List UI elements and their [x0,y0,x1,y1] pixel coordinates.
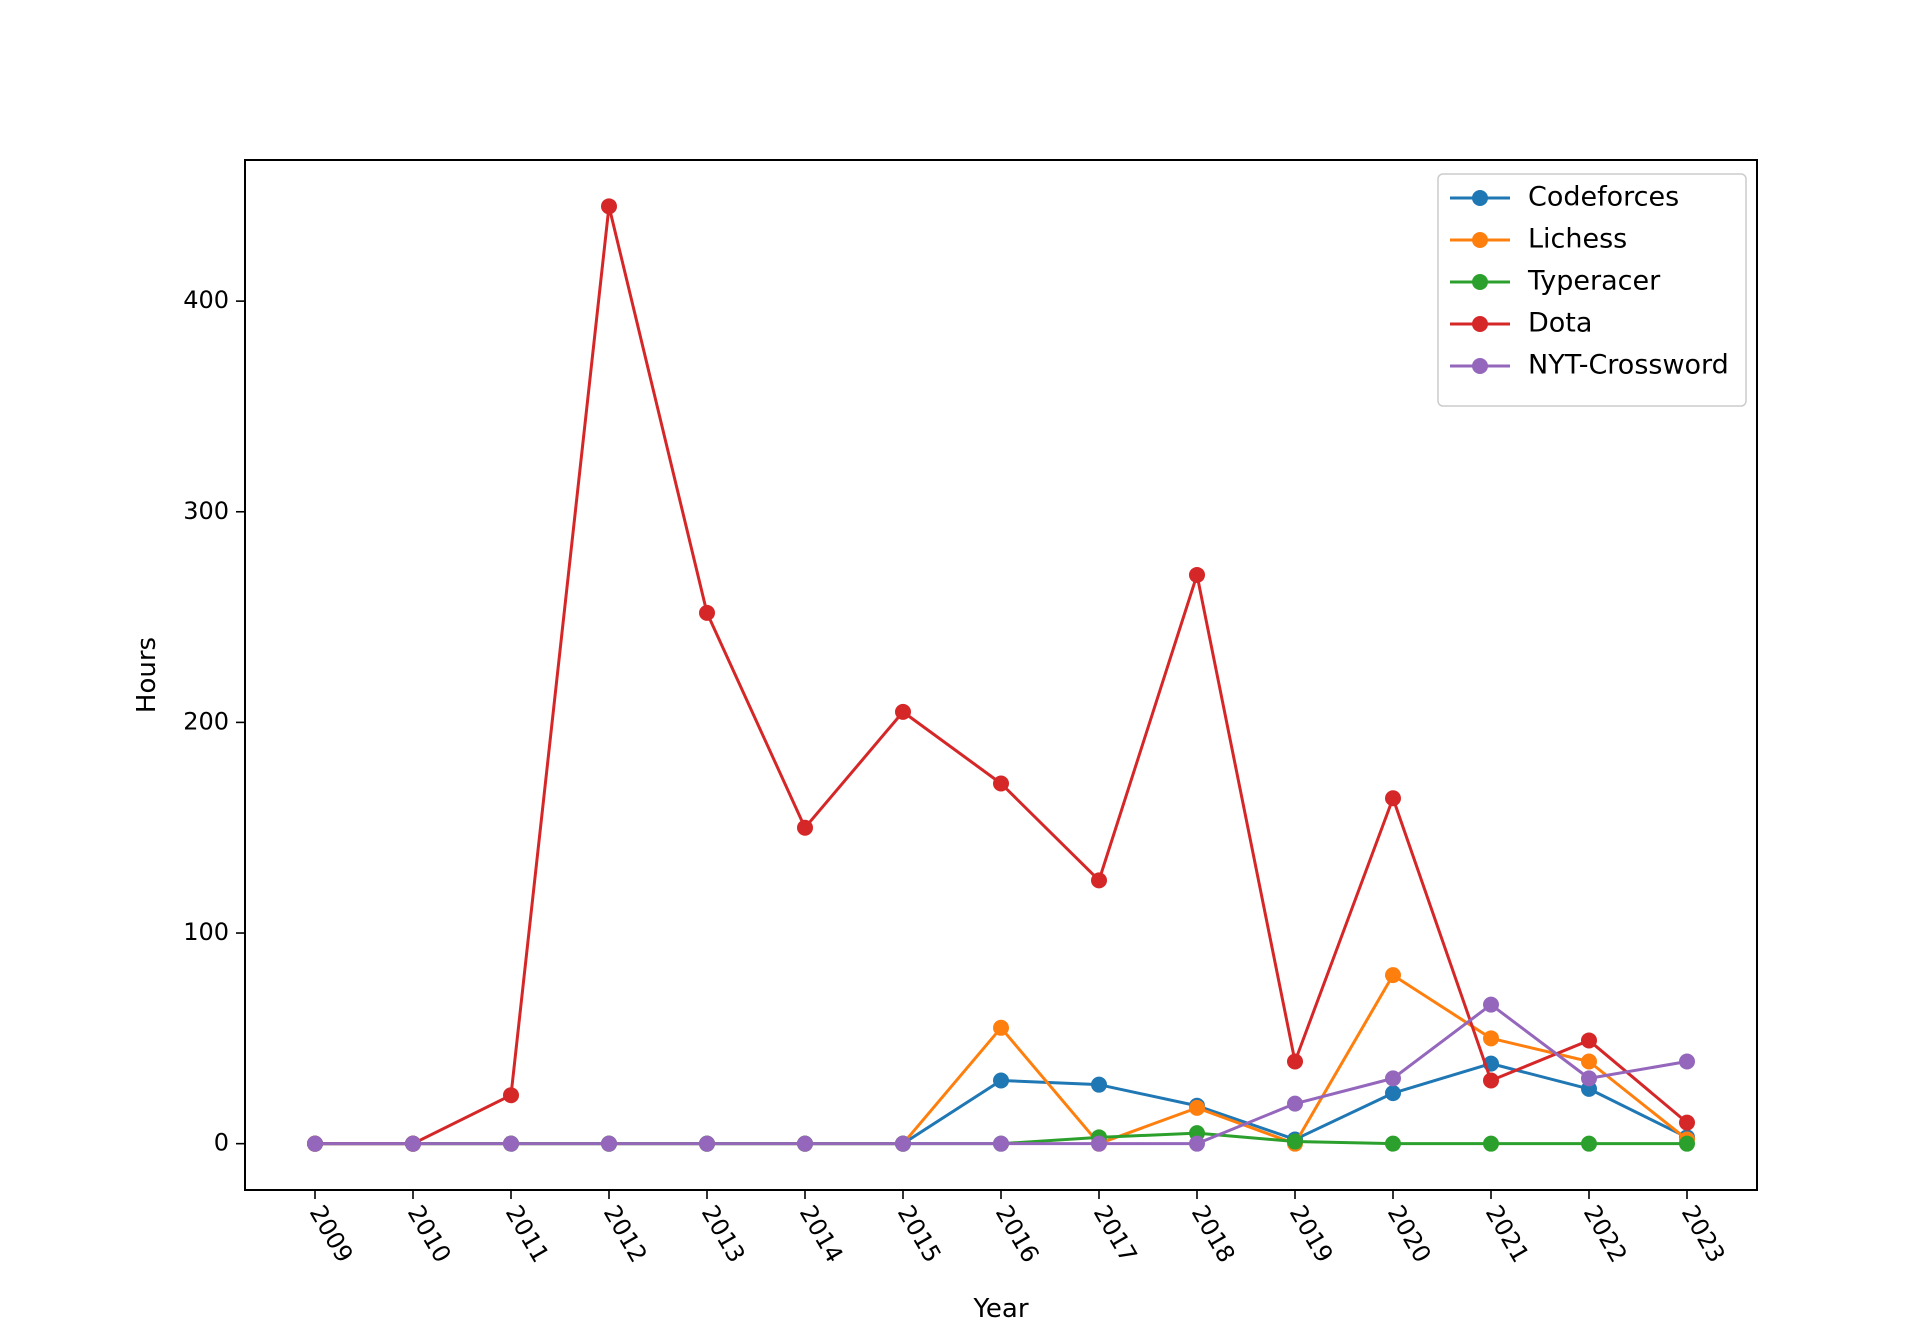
data-point [1679,1114,1695,1131]
legend-item: NYT-Crossword [1450,350,1729,381]
data-point [405,1135,421,1152]
y-tick-label: 400 [183,286,229,314]
series-nyt-crossword [307,996,1695,1152]
data-point [797,819,813,836]
legend-item: Typeracer [1450,266,1661,297]
data-point [699,604,715,621]
data-point [1091,1076,1107,1093]
data-point [993,1019,1009,1036]
data-point [1581,1032,1597,1049]
data-point [1483,996,1499,1013]
data-point [1385,790,1401,807]
data-point [993,1072,1009,1089]
data-point [1581,1135,1597,1152]
data-point [1287,1133,1303,1150]
legend-marker [1472,316,1488,332]
legend-item: Lichess [1450,224,1627,255]
y-axis-title: Hours [132,637,162,713]
data-point [1287,1053,1303,1070]
legend-marker [1472,274,1488,290]
y-tick-label: 200 [183,707,229,735]
data-point [601,198,617,215]
data-point [699,1135,715,1152]
data-point [993,1135,1009,1152]
legend-item: Codeforces [1450,182,1679,213]
data-point [1385,1070,1401,1087]
data-point [895,703,911,720]
data-point [1679,1053,1695,1070]
data-point [1385,1135,1401,1152]
data-point [1385,1085,1401,1102]
data-point [1483,1030,1499,1047]
data-point [503,1087,519,1104]
data-point [1287,1095,1303,1112]
legend-label: Typeracer [1527,266,1661,297]
data-point [1679,1135,1695,1152]
data-point [1483,1072,1499,1089]
data-point [1091,1135,1107,1152]
legend-item: Dota [1450,308,1592,339]
y-tick-label: 300 [183,497,229,525]
legend-label: Codeforces [1528,182,1679,213]
plot-area [307,198,1695,1152]
data-point [1385,967,1401,984]
data-point [895,1135,911,1152]
data-point [503,1135,519,1152]
y-tick-label: 100 [183,918,229,946]
legend-label: NYT-Crossword [1528,350,1729,381]
legend-frame [1437,173,1747,407]
legend-marker [1472,232,1488,248]
legend-label: Dota [1528,308,1592,339]
data-point [797,1135,813,1152]
legend: Codeforces Lichess Typeracer Dota NYT-Crossw… [1437,173,1747,407]
data-point [1091,872,1107,889]
data-point [1189,1099,1205,1116]
data-point [307,1135,323,1152]
data-point [1581,1070,1597,1087]
data-point [993,775,1009,792]
legend-marker [1472,190,1488,206]
data-point [601,1135,617,1152]
data-point [1189,1135,1205,1152]
data-point [1189,566,1205,583]
legend-marker [1472,358,1488,374]
x-axis-title: Year [972,1294,1028,1322]
y-tick-label: 0 [214,1129,229,1157]
data-point [1483,1135,1499,1152]
data-point [1581,1053,1597,1070]
legend-label: Lichess [1528,224,1627,255]
